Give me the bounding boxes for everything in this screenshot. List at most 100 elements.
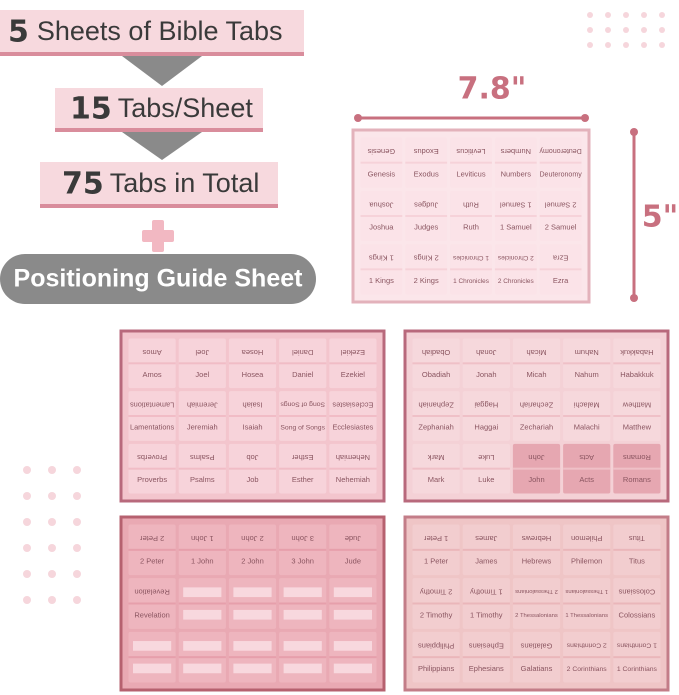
tab-label: Esther: [292, 475, 314, 484]
tab-label-flipped: 1 Samuel: [500, 200, 532, 209]
blank-label: [333, 587, 372, 598]
dot: [641, 12, 647, 18]
arrow: [122, 56, 202, 86]
tab-fold: [279, 548, 327, 551]
tab-fold: [405, 161, 448, 164]
tab-label: Job: [246, 475, 258, 484]
banner-number: 75: [62, 167, 104, 202]
tab-label-flipped: Jude: [345, 534, 361, 543]
tab-fold: [613, 467, 661, 470]
tab-fold: [563, 656, 611, 659]
tab-label-flipped: Exodus: [413, 147, 438, 156]
tab-label-flipped: Jonah: [476, 348, 496, 357]
dot: [48, 544, 56, 552]
tab-label: Luke: [478, 475, 494, 484]
tab-label: 2 Kings: [414, 276, 439, 285]
tab-label: 1 Chronicles: [453, 278, 489, 285]
tab-label: Ezra: [553, 276, 569, 285]
sheet: Amos Amos Joel Joel Hosea Hosea Daniel Daniel Ez…: [119, 329, 386, 503]
banner-edge: [55, 128, 263, 132]
tab-fold: [412, 656, 460, 659]
tab-fold: [563, 362, 611, 365]
tab-fold: [494, 161, 537, 164]
dot: [73, 466, 81, 474]
tab-label: Malachi: [574, 423, 600, 432]
dot: [23, 466, 31, 474]
sheet: Obadiah Obadiah Jonah Jonah Micah Micah Nahum N…: [403, 329, 670, 503]
tab-label: 1 Kings: [369, 276, 394, 285]
tab-fold: [412, 415, 460, 417]
height-label: 5": [642, 200, 679, 235]
blank-label: [183, 663, 222, 674]
tab-label-flipped: Esther: [291, 453, 313, 462]
tab-fold: [512, 656, 561, 659]
banner-number: 5: [8, 15, 29, 50]
tab-label: 1 Peter: [424, 557, 449, 566]
blank-label: [333, 663, 372, 674]
banner-text: Tabs in Total: [110, 168, 260, 198]
tab-label: 1 Timothy: [470, 610, 503, 619]
tab-label: Colossians: [619, 610, 656, 619]
dot: [605, 27, 611, 33]
dot: [48, 492, 56, 500]
tab-label-flipped: Ezra: [552, 254, 568, 263]
tab-fold: [462, 467, 510, 470]
tab-label-flipped: Ecclesiastes: [332, 400, 373, 409]
tab-label: Hosea: [242, 370, 265, 379]
blank-label: [233, 663, 272, 674]
tab-fold: [279, 602, 327, 605]
tab-fold: [329, 602, 377, 605]
tab-label-flipped: Amos: [142, 348, 161, 357]
tab-fold: [178, 602, 226, 605]
tab-fold: [512, 467, 561, 470]
tab-label-flipped: 2 Timothy: [420, 588, 453, 597]
dot: [73, 596, 81, 604]
tab-label: Numbers: [501, 169, 532, 178]
tab-fold: [228, 362, 277, 365]
tab-label: Leviticus: [456, 169, 485, 178]
blank-label: [133, 663, 172, 674]
sheet: 1 Peter 1 Peter James James Hebrews Hebrews Ph…: [403, 515, 670, 692]
tab-label: Proverbs: [137, 475, 167, 484]
arrow: [122, 132, 202, 160]
tab-label: 1 John: [191, 557, 214, 566]
tab-label-flipped: Haggai: [474, 400, 498, 409]
tab-label: 1 Samuel: [500, 223, 532, 232]
tab-label-flipped: Philemon: [571, 534, 602, 543]
tab-label-flipped: 1 Thessalonians: [565, 588, 608, 594]
tab-fold: [462, 362, 510, 365]
tab-label: Titus: [629, 557, 645, 566]
dot: [659, 42, 665, 48]
dot: [48, 518, 56, 526]
tab-label: 2 Corinthians: [567, 666, 608, 673]
tab-label: 1 Corinthians: [617, 666, 658, 673]
blank-label: [333, 641, 372, 651]
tab-fold: [228, 548, 277, 551]
tab-label-flipped: Micah: [526, 348, 546, 357]
tab-label-flipped: 2 Samuel: [544, 200, 576, 209]
tab-fold: [512, 602, 561, 605]
tab-label-flipped: Malachi: [573, 400, 599, 409]
tab-label-flipped: Joel: [195, 348, 209, 357]
tab-label-flipped: Habakkuk: [620, 348, 654, 357]
dim-end: [581, 114, 589, 122]
tab-fold: [279, 467, 327, 470]
tab-label: Daniel: [292, 370, 314, 379]
tab-label: 2 John: [241, 557, 264, 566]
tab-label-flipped: 2 Chronicles: [498, 254, 534, 261]
blank-label: [233, 587, 272, 598]
tab-fold: [462, 656, 510, 659]
tab-fold: [228, 602, 277, 605]
tab-fold: [329, 415, 377, 417]
tab-fold: [178, 415, 226, 417]
tab-label-flipped: Hebrews: [521, 534, 551, 543]
dot: [641, 42, 647, 48]
tab-label: Micah: [526, 370, 546, 379]
tab-label: Exodus: [414, 169, 439, 178]
tab-label-flipped: Romans: [623, 453, 651, 462]
dot: [23, 596, 31, 604]
tab-label-flipped: James: [475, 534, 497, 543]
tab-label-flipped: Acts: [579, 453, 594, 462]
dot: [605, 42, 611, 48]
